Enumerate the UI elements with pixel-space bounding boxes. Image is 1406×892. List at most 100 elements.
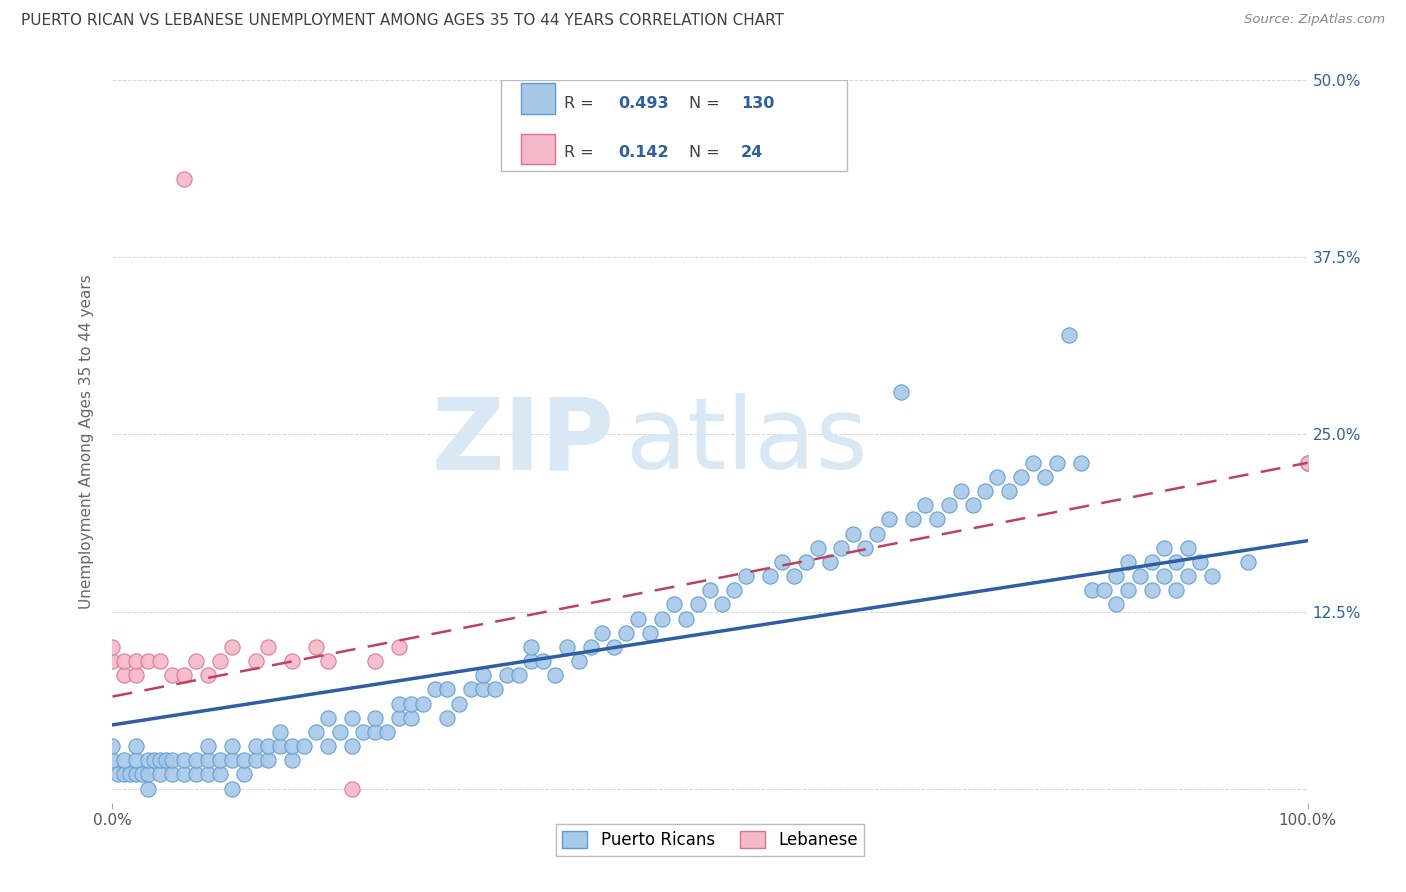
Point (173, 753, 195, 767)
Point (543, 668, 565, 682)
Point (125, 739, 148, 753)
Point (269, 739, 291, 753)
Point (1070, 456, 1092, 470)
Point (364, 711, 387, 725)
Point (340, 711, 363, 725)
Point (233, 753, 256, 767)
Point (197, 739, 219, 753)
Point (114, 668, 135, 682)
Point (1129, 569, 1152, 583)
Point (316, 739, 339, 753)
Point (818, 555, 841, 569)
Point (233, 767, 256, 781)
Text: R =: R = (564, 95, 599, 111)
Point (986, 470, 1008, 484)
Point (1105, 569, 1128, 583)
Point (138, 781, 160, 796)
Point (412, 697, 434, 711)
Point (520, 654, 543, 668)
Text: ZIP: ZIP (432, 393, 614, 490)
Point (998, 484, 1021, 499)
Point (221, 640, 243, 654)
Point (340, 739, 363, 753)
Point (149, 753, 172, 767)
Point (1153, 569, 1175, 583)
FancyBboxPatch shape (522, 134, 555, 164)
Point (1177, 541, 1199, 555)
Point (603, 640, 626, 654)
Point (162, 767, 183, 781)
Point (364, 725, 387, 739)
Point (125, 767, 148, 781)
Point (316, 654, 339, 668)
Point (245, 654, 267, 668)
Point (1022, 456, 1045, 470)
Point (125, 654, 148, 668)
Point (794, 555, 817, 569)
Point (842, 526, 865, 541)
Point (186, 654, 208, 668)
Point (555, 640, 578, 654)
Point (664, 598, 686, 612)
Text: N =: N = (689, 145, 724, 160)
Point (114, 767, 135, 781)
Point (866, 526, 889, 541)
Point (316, 711, 339, 725)
Point (770, 555, 793, 569)
Text: N =: N = (689, 95, 724, 111)
Point (627, 612, 650, 626)
Point (245, 739, 267, 753)
Point (305, 640, 328, 654)
Point (388, 640, 411, 654)
Point (173, 668, 195, 682)
Point (352, 725, 374, 739)
Point (1166, 583, 1188, 598)
Point (401, 697, 423, 711)
Point (101, 654, 124, 668)
Point (107, 767, 129, 781)
Point (579, 640, 602, 654)
Point (221, 781, 243, 796)
Point (890, 384, 912, 399)
Point (1118, 583, 1140, 598)
Point (711, 598, 734, 612)
Point (305, 725, 328, 739)
Text: PUERTO RICAN VS LEBANESE UNEMPLOYMENT AMONG AGES 35 TO 44 YEARS CORRELATION CHAR: PUERTO RICAN VS LEBANESE UNEMPLOYMENT AM… (21, 13, 785, 29)
Point (364, 654, 387, 668)
Point (388, 697, 411, 711)
Point (520, 640, 543, 654)
Point (1033, 470, 1056, 484)
Point (1094, 583, 1116, 598)
Point (149, 767, 172, 781)
Point (508, 668, 530, 682)
Point (173, 172, 195, 186)
Point (807, 541, 830, 555)
Point (640, 625, 662, 640)
Point (1118, 555, 1140, 569)
Point (1081, 583, 1104, 598)
Point (114, 654, 135, 668)
Text: atlas: atlas (627, 393, 868, 490)
FancyBboxPatch shape (522, 83, 555, 113)
Point (281, 753, 304, 767)
Point (1177, 569, 1199, 583)
Point (782, 569, 804, 583)
Point (1105, 598, 1128, 612)
Point (340, 781, 363, 796)
Point (447, 697, 470, 711)
Point (257, 640, 280, 654)
Point (197, 753, 219, 767)
Point (281, 654, 304, 668)
Point (903, 512, 925, 526)
Point (1142, 555, 1164, 569)
Point (1296, 456, 1319, 470)
Point (329, 725, 352, 739)
Point (425, 682, 447, 697)
Point (759, 569, 782, 583)
Point (735, 569, 758, 583)
Point (927, 512, 949, 526)
Point (149, 654, 172, 668)
Point (138, 654, 160, 668)
Point (377, 725, 399, 739)
Point (197, 767, 219, 781)
